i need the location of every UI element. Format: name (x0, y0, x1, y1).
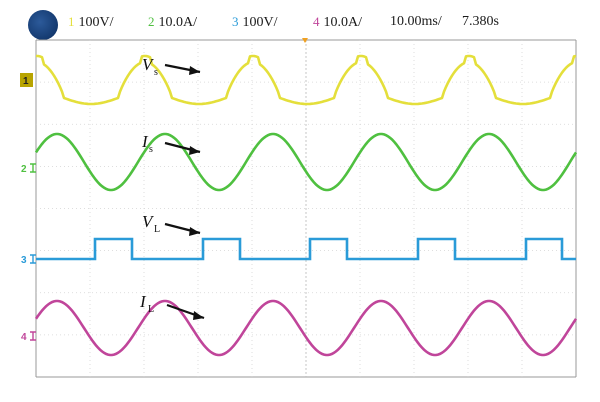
ch1-waveform (36, 54, 577, 106)
vl-annotation: V L (142, 212, 201, 236)
il-annotation: I L (139, 292, 205, 320)
svg-text:3: 3 (21, 255, 27, 266)
ch3-waveform (36, 237, 576, 261)
ch1-number: 1 (68, 14, 75, 29)
ch4-scale-value: 10.0A/ (323, 15, 363, 30)
ch3-scale: 3 100V/ (232, 14, 278, 31)
ch2-scale-value: 10.0A/ (158, 15, 198, 30)
logo-icon (28, 10, 58, 40)
ch2-number: 2 (148, 14, 155, 29)
timebase: 10.00ms/ (390, 14, 442, 29)
ch3-ground-marker[interactable]: 3 (21, 254, 36, 266)
svg-text:V: V (142, 55, 155, 74)
ch3-scale-value: 100V/ (242, 15, 278, 30)
svg-text:L: L (154, 224, 160, 235)
ch3-number: 3 (232, 14, 239, 29)
trigger-time: 7.380s (462, 14, 499, 29)
svg-text:s: s (154, 67, 158, 78)
ch4-waveform (34, 299, 578, 357)
vs-annotation: V s (142, 55, 201, 78)
svg-text:V: V (142, 212, 155, 231)
svg-text:I: I (139, 292, 147, 311)
is-annotation: I s (141, 132, 201, 155)
trigger-marker-icon (302, 38, 308, 43)
svg-text:2: 2 (21, 164, 27, 175)
svg-text:I: I (141, 132, 149, 151)
ch2-ground-marker[interactable]: 2 (21, 163, 36, 175)
svg-text:s: s (149, 144, 153, 155)
scope-status-bar: 1 100V/ 2 10.0A/ 3 100V/ 4 10.0A/ 10.00ms/ 7… (0, 0, 600, 40)
svg-text:L: L (148, 304, 154, 315)
ch1-ground-marker[interactable]: 1 (20, 73, 33, 87)
graticule (35, 39, 577, 378)
ch1-scale-value: 100V/ (78, 15, 114, 30)
ch4-ground-marker[interactable]: 4 (21, 331, 36, 343)
ch1-scale: 1 100V/ (68, 14, 114, 31)
ch2-scale: 2 10.0A/ (148, 14, 197, 31)
ch2-waveform (34, 132, 578, 192)
ch4-number: 4 (313, 14, 320, 29)
ch4-scale: 4 10.0A/ (313, 14, 362, 31)
svg-text:1: 1 (23, 76, 29, 87)
svg-text:4: 4 (21, 332, 27, 343)
